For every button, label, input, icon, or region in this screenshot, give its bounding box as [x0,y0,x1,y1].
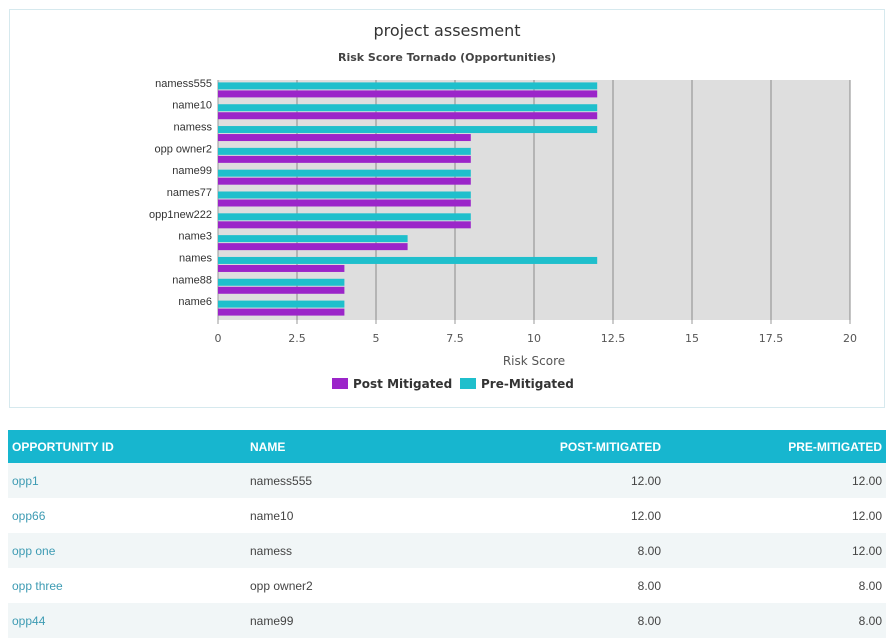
bar-post-mitigated[interactable] [218,308,345,316]
bar-pre-mitigated[interactable] [218,126,598,134]
bar-pre-mitigated[interactable] [218,147,471,155]
opportunity-id-link[interactable]: opp three [12,578,63,593]
x-tick-label: 5 [373,332,380,345]
category-label: opp owner2 [155,143,213,155]
tornado-chart: project assesment Risk Score Tornado (Op… [149,21,857,391]
x-tick-label: 12.5 [601,332,626,345]
pre-mitigated-cell: 12.00 [851,473,882,488]
bar-post-mitigated[interactable] [218,177,471,185]
post-mitigated-cell: 12.00 [630,508,661,523]
table-row: opp44 name99 8.00 8.00 [8,603,886,638]
name-cell: namess [250,543,293,558]
table-header-row: OPPORTUNITY ID NAME POST-MITIGATED PRE-M… [8,430,886,463]
category-label: names77 [167,187,212,199]
category-label: name99 [172,165,212,177]
bar-post-mitigated[interactable] [218,112,598,120]
pre-mitigated-cell: 12.00 [851,508,882,523]
category-label: name3 [178,231,212,243]
bars-group [218,82,598,316]
bar-post-mitigated[interactable] [218,264,345,272]
legend-swatch [332,378,348,389]
bar-post-mitigated[interactable] [218,134,471,142]
bar-pre-mitigated[interactable] [218,82,598,90]
legend-label: Post Mitigated [353,377,452,391]
legend-swatch [460,378,476,389]
x-tick-label: 15 [685,332,699,345]
bar-pre-mitigated[interactable] [218,191,471,199]
bar-post-mitigated[interactable] [218,90,598,98]
name-cell: namess555 [250,473,313,488]
bar-post-mitigated[interactable] [218,221,471,229]
name-cell: name10 [250,508,294,523]
x-tick-label: 10 [527,332,541,345]
pre-mitigated-cell: 8.00 [858,578,882,593]
pre-mitigated-cell: 12.00 [851,543,882,558]
table-row: opp66 name10 12.00 12.00 [8,498,886,533]
chart-title: project assesment [373,21,520,40]
bar-pre-mitigated[interactable] [218,235,408,243]
category-label: names [179,252,213,264]
legend-item[interactable]: Pre-Mitigated [460,377,574,391]
table-row: opp three opp owner2 8.00 8.00 [8,568,886,603]
x-tick-label: 2.5 [288,332,306,345]
pre-mitigated-cell: 8.00 [858,613,882,628]
legend-item[interactable]: Post Mitigated [332,377,452,391]
chart-panel: project assesment Risk Score Tornado (Op… [9,9,885,408]
bar-post-mitigated[interactable] [218,286,345,294]
x-tick-label: 7.5 [446,332,464,345]
bar-pre-mitigated[interactable] [218,169,471,177]
column-header-opportunity-id[interactable]: OPPORTUNITY ID [12,439,114,454]
x-tick-label: 20 [843,332,857,345]
opportunity-id-link[interactable]: opp66 [12,508,46,523]
chart-subtitle: Risk Score Tornado (Opportunities) [338,51,556,64]
bar-pre-mitigated[interactable] [218,104,598,112]
category-label: namess555 [155,78,212,90]
category-label: name10 [172,100,212,112]
name-cell: opp owner2 [250,578,313,593]
opportunity-id-link[interactable]: opp one [12,543,56,558]
table-row: opp1 namess555 12.00 12.00 [8,463,886,498]
opportunities-table: OPPORTUNITY ID NAME POST-MITIGATED PRE-M… [8,430,886,638]
name-cell: name99 [250,613,294,628]
x-tick-label: 0 [215,332,222,345]
category-label: opp1new222 [149,209,212,221]
bar-pre-mitigated[interactable] [218,256,598,264]
x-axis-ticks: 0 2.5 5 7.5 10 12.5 15 17.5 20 [215,320,857,345]
bar-post-mitigated[interactable] [218,199,471,207]
column-header-post-mitigated[interactable]: POST-MITIGATED [559,439,661,454]
column-header-pre-mitigated[interactable]: PRE-MITIGATED [788,439,882,454]
category-label: name88 [172,274,212,286]
post-mitigated-cell: 12.00 [630,473,661,488]
bar-pre-mitigated[interactable] [218,300,345,308]
category-label: namess [173,122,212,134]
bar-pre-mitigated[interactable] [218,278,345,286]
category-label: name6 [178,296,212,308]
table-row: opp one namess 8.00 12.00 [8,533,886,568]
bar-post-mitigated[interactable] [218,243,408,251]
bar-post-mitigated[interactable] [218,155,471,163]
legend: Post Mitigated Pre-Mitigated [332,377,574,391]
x-tick-label: 17.5 [759,332,784,345]
column-header-name[interactable]: NAME [250,439,286,454]
bar-pre-mitigated[interactable] [218,213,471,221]
x-axis-title: Risk Score [503,354,565,368]
post-mitigated-cell: 8.00 [637,543,661,558]
opportunity-id-link[interactable]: opp1 [12,473,39,488]
legend-label: Pre-Mitigated [481,377,574,391]
opportunity-id-link[interactable]: opp44 [12,613,46,628]
category-labels: namess555 name10 namess opp owner2 name99 nam… [149,78,213,308]
post-mitigated-cell: 8.00 [637,613,661,628]
post-mitigated-cell: 8.00 [637,578,661,593]
